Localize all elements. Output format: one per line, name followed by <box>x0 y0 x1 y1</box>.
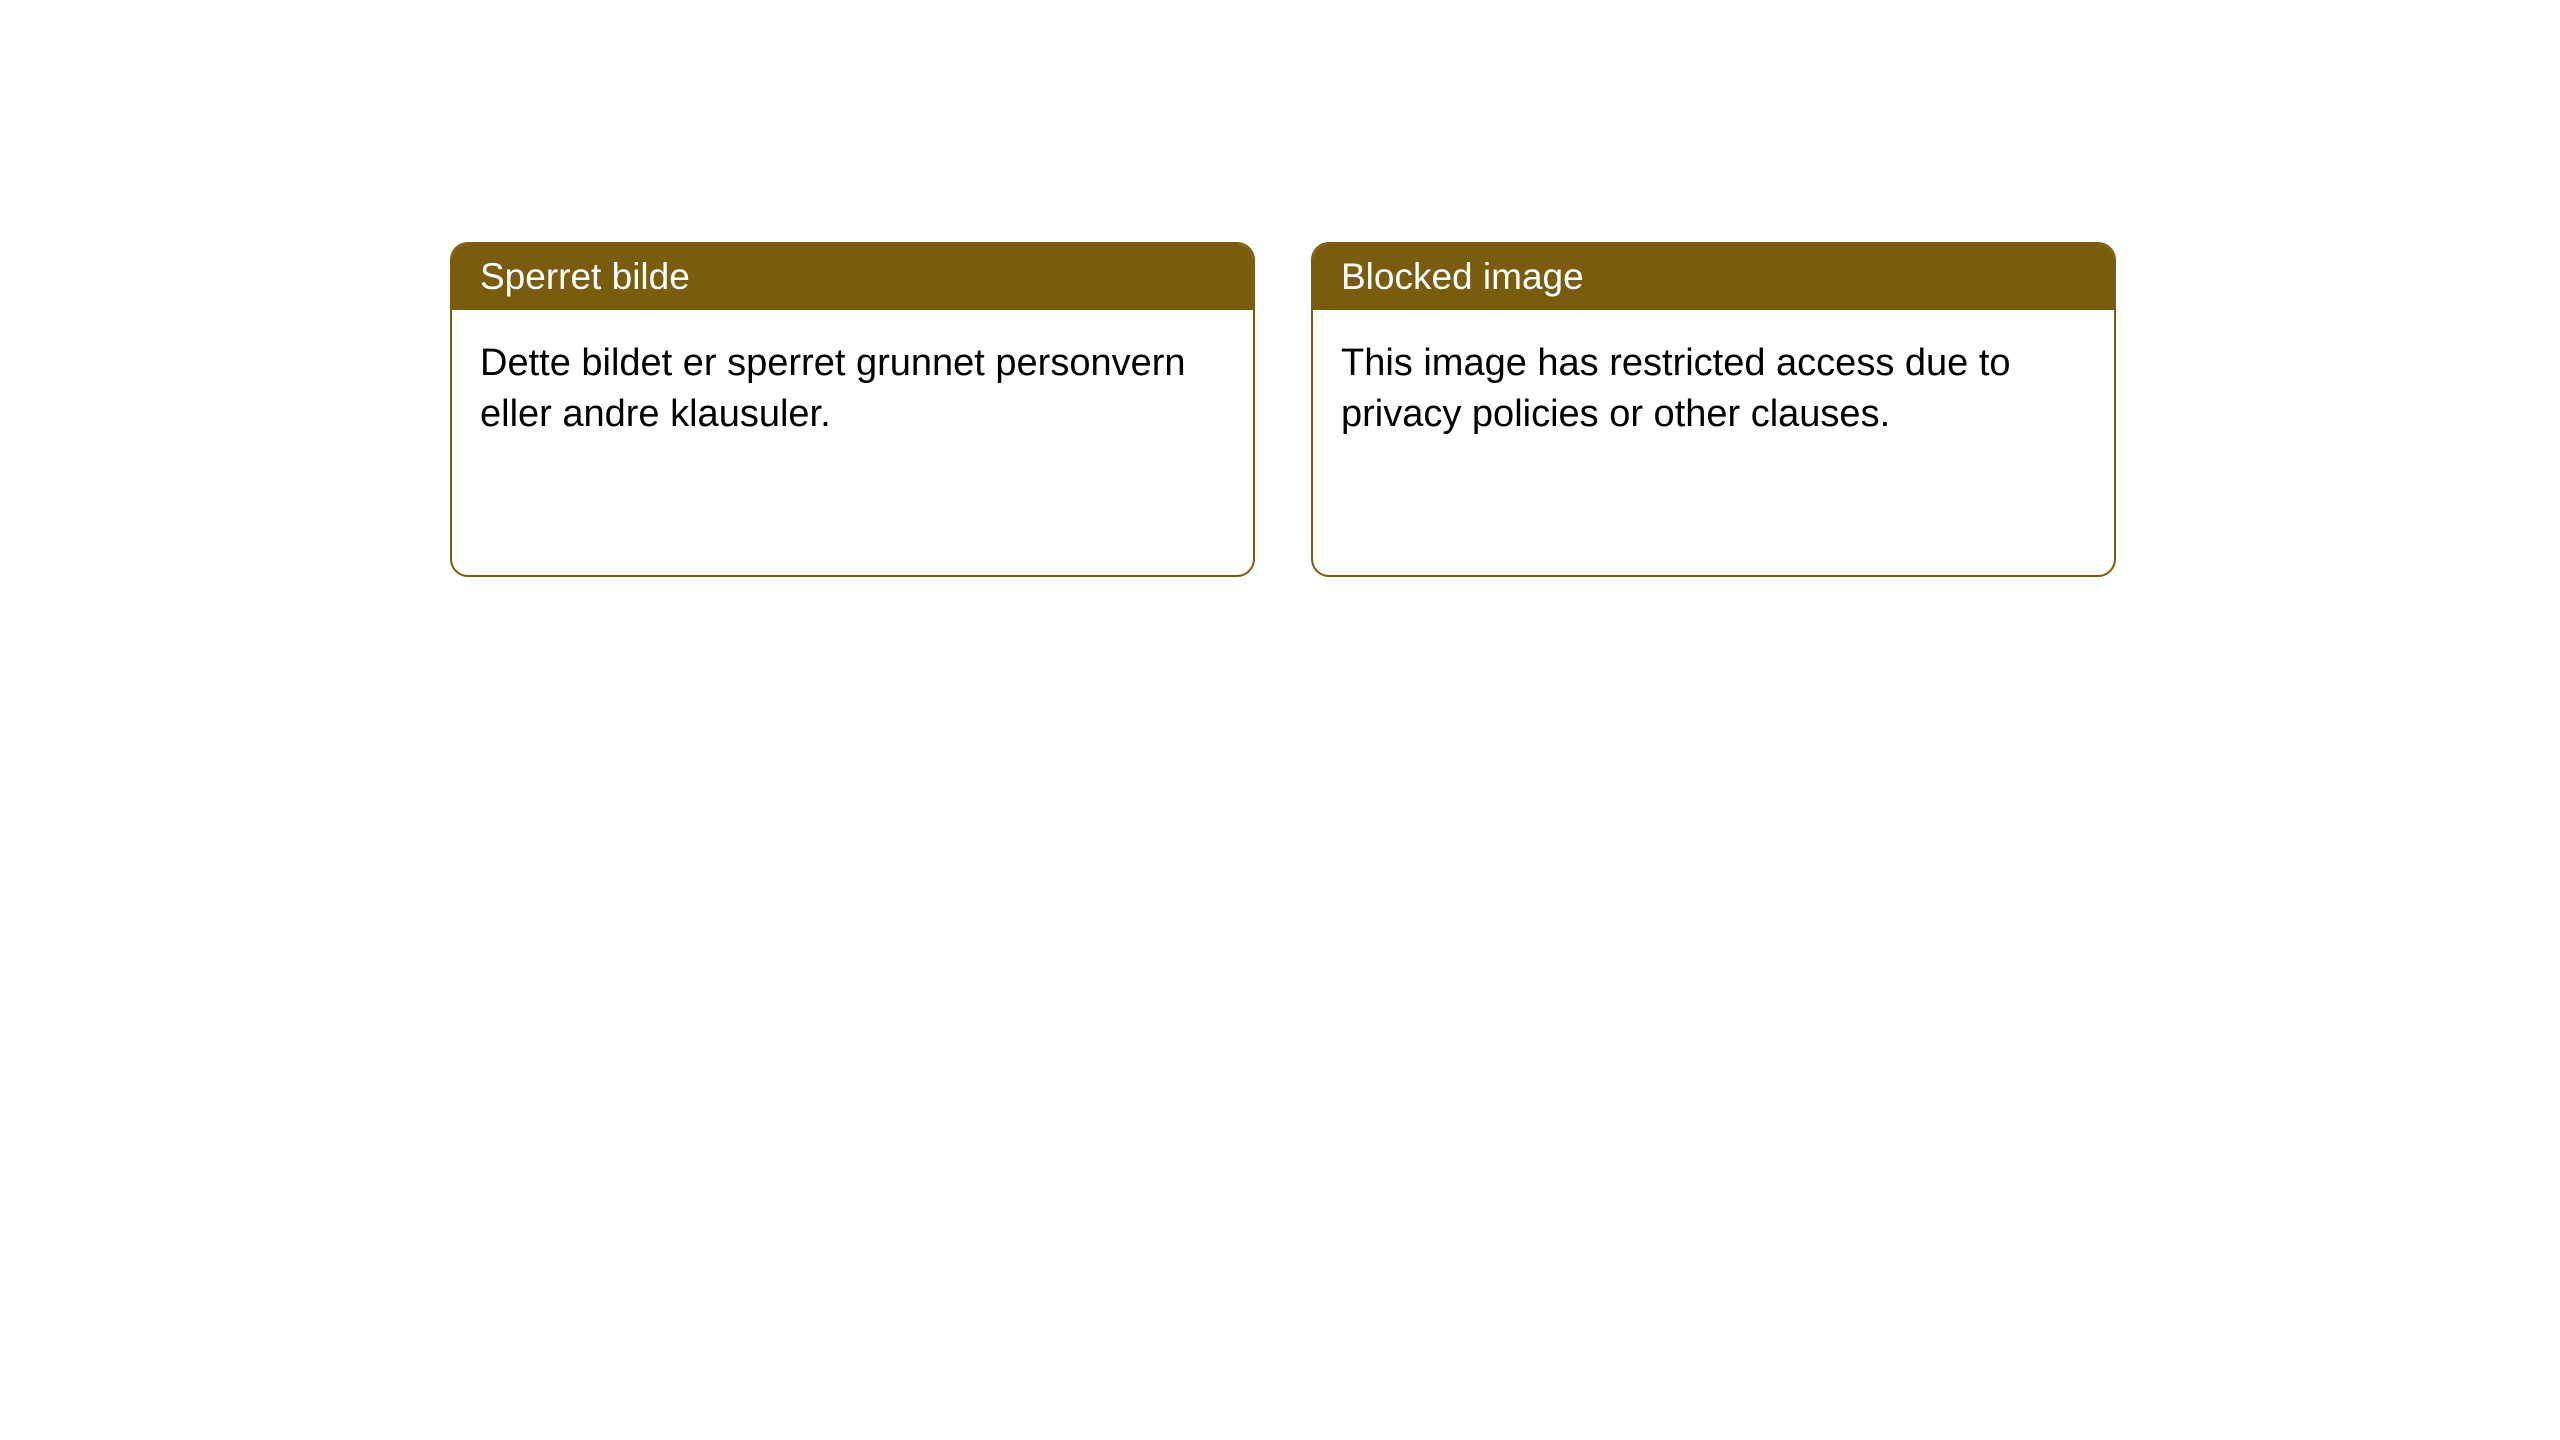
notice-title: Sperret bilde <box>452 244 1253 310</box>
notice-body: Dette bildet er sperret grunnet personve… <box>452 310 1253 469</box>
notice-card-english: Blocked image This image has restricted … <box>1311 242 2116 577</box>
notice-card-norwegian: Sperret bilde Dette bildet er sperret gr… <box>450 242 1255 577</box>
notice-title: Blocked image <box>1313 244 2114 310</box>
notice-body: This image has restricted access due to … <box>1313 310 2114 469</box>
notice-container: Sperret bilde Dette bildet er sperret gr… <box>0 0 2560 577</box>
